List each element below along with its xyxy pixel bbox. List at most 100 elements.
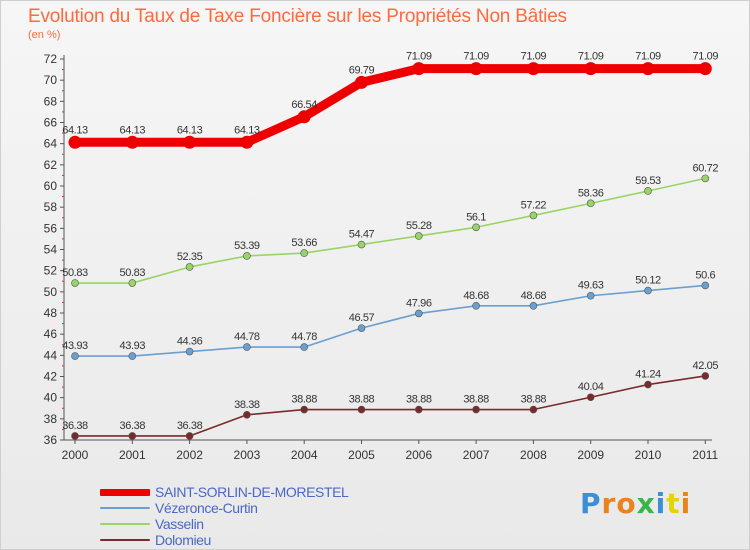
data-label: 54.47 (349, 229, 375, 241)
data-label: 64.13 (234, 124, 260, 136)
y-tick-label: 38 (44, 412, 58, 426)
y-tick-label: 56 (44, 221, 58, 235)
data-label: 64.13 (62, 124, 88, 136)
data-point (240, 135, 254, 149)
series-line (70, 64, 710, 147)
data-point (529, 405, 538, 414)
data-point (357, 324, 366, 332)
y-tick-label: 54 (44, 243, 58, 257)
x-tick-label: 2002 (176, 448, 203, 462)
x-tick-label: 2011 (692, 448, 718, 462)
data-label: 47.96 (406, 297, 432, 309)
data-point (472, 223, 480, 232)
data-point (414, 309, 423, 318)
y-tick-label: 50 (44, 285, 58, 299)
data-point (125, 135, 139, 149)
y-tick-label: 72 (44, 52, 58, 66)
legend-label: Vézeronce-Curtin (155, 500, 258, 516)
data-point (472, 405, 480, 414)
data-point (644, 286, 652, 295)
data-point (586, 393, 595, 402)
legend-item-vezeronce-curtin: Vézeronce-Curtin (100, 500, 348, 516)
y-tick-label: 70 (44, 73, 58, 87)
data-point (183, 135, 197, 149)
data-point (529, 211, 538, 220)
data-label: 71.09 (578, 51, 604, 63)
y-tick-label: 46 (44, 327, 58, 341)
series-line (74, 177, 707, 284)
data-label: 71.09 (463, 51, 489, 63)
data-point (71, 352, 79, 360)
y-tick-label: 52 (44, 264, 58, 278)
data-point (586, 199, 595, 208)
data-point (701, 174, 710, 183)
data-label: 50.6 (695, 269, 715, 281)
legend-item-vasselin: Vasselin (100, 516, 348, 532)
data-label: 57.22 (521, 199, 547, 211)
data-point (357, 240, 366, 249)
data-point (185, 432, 194, 440)
data-label: 56.1 (466, 211, 486, 223)
data-label: 53.66 (291, 237, 317, 249)
data-point (71, 432, 79, 440)
data-label: 38.88 (406, 394, 432, 406)
series-line (74, 375, 707, 437)
data-label: 58.36 (578, 187, 604, 199)
data-label: 69.79 (349, 64, 375, 76)
data-point (355, 75, 368, 89)
y-tick-label: 58 (44, 200, 58, 214)
data-label: 43.93 (62, 340, 88, 352)
data-label: 64.13 (120, 124, 146, 136)
data-point (412, 62, 426, 76)
y-tick-label: 64 (44, 137, 58, 151)
data-label: 38.88 (521, 394, 547, 406)
data-label: 43.93 (120, 340, 146, 352)
data-label: 40.04 (578, 381, 604, 393)
data-point (71, 279, 79, 287)
x-tick-label: 2004 (291, 448, 318, 462)
data-label: 66.54 (291, 99, 317, 111)
data-label: 38.88 (349, 394, 375, 406)
data-label: 44.36 (177, 336, 203, 348)
data-point (529, 302, 538, 310)
data-point (300, 249, 309, 257)
data-label: 50.83 (120, 267, 146, 279)
legend-item-dolomieu: Dolomieu (100, 532, 348, 548)
chart-unit-label: (en %) (28, 29, 61, 41)
x-tick-label: 2008 (520, 448, 547, 462)
y-tick-label: 68 (44, 94, 58, 108)
legend-swatch (100, 488, 150, 496)
data-point (68, 135, 82, 149)
data-label: 50.83 (62, 267, 88, 279)
y-tick-label: 66 (44, 116, 58, 130)
series-line (74, 284, 707, 357)
data-point (586, 291, 595, 300)
legend-label: SAINT-SORLIN-DE-MORESTEL (155, 484, 349, 500)
data-point (472, 302, 480, 310)
data-label: 36.38 (62, 420, 88, 432)
data-label: 36.38 (177, 420, 203, 432)
data-point (698, 62, 712, 76)
data-point (128, 279, 137, 287)
data-label: 71.09 (693, 51, 719, 63)
x-tick-label: 2009 (577, 448, 604, 462)
data-point (185, 263, 194, 271)
data-point (243, 343, 251, 351)
data-label: 38.88 (291, 394, 317, 406)
y-tick-label: 62 (44, 158, 58, 172)
x-tick-label: 2001 (119, 448, 146, 462)
data-label: 44.78 (291, 331, 317, 343)
data-label: 64.13 (177, 124, 203, 136)
data-point (243, 252, 251, 260)
data-label: 42.05 (693, 360, 719, 372)
data-point (128, 352, 137, 360)
chart-title: Evolution du Taux de Taxe Foncière sur l… (28, 6, 567, 27)
data-point (526, 62, 540, 76)
x-tick-label: 2006 (405, 448, 432, 462)
data-point (701, 281, 710, 290)
y-tick-label: 36 (44, 433, 58, 447)
legend-swatch (100, 523, 150, 525)
data-point (300, 405, 309, 414)
data-label: 53.39 (234, 240, 260, 252)
